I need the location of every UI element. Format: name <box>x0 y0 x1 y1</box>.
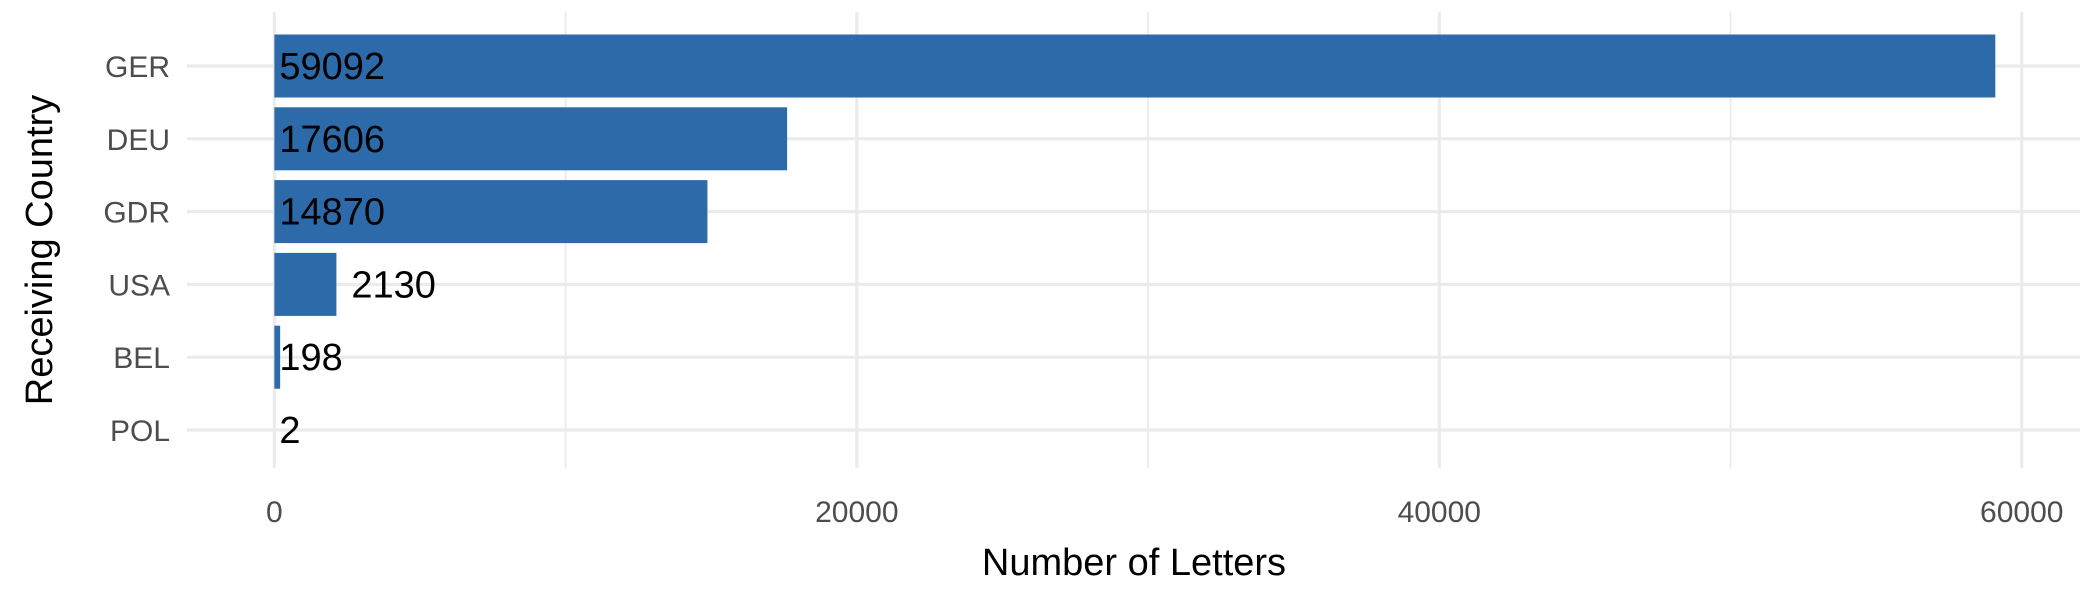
y-tick-label: DEU <box>107 124 170 157</box>
y-axis-tick-labels: GER DEU GDR USA BEL POL <box>103 51 170 448</box>
y-tick-label: GER <box>105 51 170 84</box>
x-tick-label: 0 <box>266 496 283 529</box>
y-tick-label: POL <box>110 415 170 448</box>
data-label-deu: 17606 <box>279 119 385 161</box>
bar-usa <box>274 252 337 316</box>
bar-gdr <box>274 180 708 244</box>
bars <box>274 34 1996 389</box>
x-axis-title: Number of Letters <box>982 542 1286 584</box>
data-label-bel: 198 <box>279 337 342 379</box>
x-axis-tick-labels: 0 20000 40000 60000 <box>266 496 2063 529</box>
data-label-ger: 59092 <box>279 46 385 88</box>
y-tick-label: GDR <box>103 197 170 230</box>
y-axis-title: Receiving Country <box>19 95 61 405</box>
data-label-gdr: 14870 <box>279 192 385 234</box>
y-tick-label: USA <box>108 269 170 302</box>
x-tick-label: 20000 <box>815 496 898 529</box>
x-tick-label: 60000 <box>1980 496 2063 529</box>
x-tick-label: 40000 <box>1398 496 1481 529</box>
bar-deu <box>274 107 788 171</box>
data-label-pol: 2 <box>279 410 300 452</box>
y-tick-label: BEL <box>113 342 170 375</box>
bar-bel <box>274 325 281 389</box>
data-label-usa: 2130 <box>351 264 436 306</box>
bar-ger <box>274 34 1996 98</box>
